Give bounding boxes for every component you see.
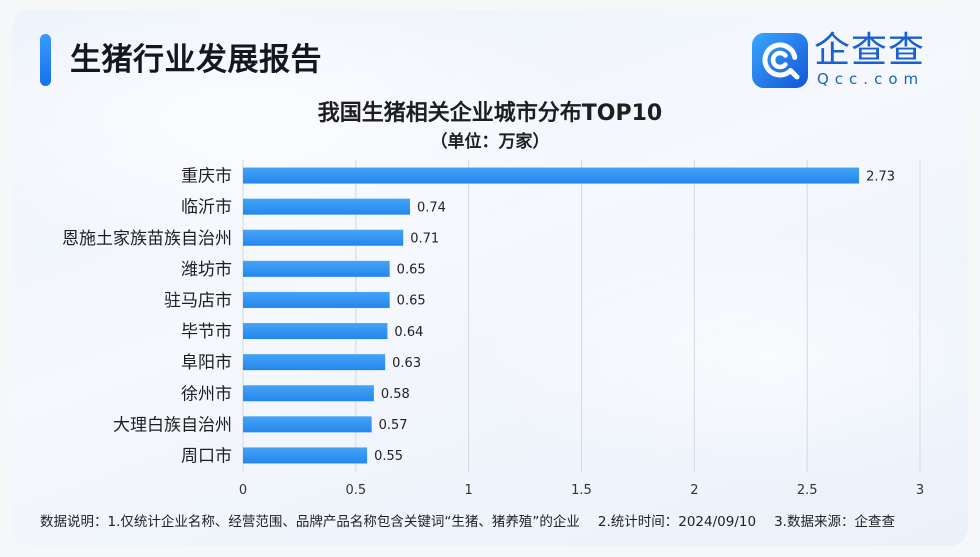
value-label: 0.65	[397, 263, 426, 278]
bar	[243, 354, 386, 371]
x-tick-label: 0.5	[345, 483, 366, 498]
x-tick-label: 1.5	[571, 483, 592, 498]
bar	[243, 167, 860, 184]
chart-subtitle: （单位：万家）	[430, 132, 550, 152]
category-label: 大理白族自治州	[113, 415, 232, 435]
x-axis: 0 0.5 1 1.5 2 2.5 3	[239, 483, 924, 498]
value-label: 0.74	[417, 200, 446, 215]
x-tick-label: 1	[465, 483, 473, 498]
bar	[243, 198, 410, 215]
footer-label: 数据说明：	[40, 514, 108, 530]
value-label: 0.71	[410, 231, 439, 246]
category-label: 临沂市	[181, 198, 232, 218]
bar	[243, 416, 372, 433]
category-label: 毕节市	[181, 322, 232, 342]
bar	[243, 291, 390, 308]
category-label: 周口市	[181, 446, 232, 466]
x-tick-label: 2	[690, 483, 698, 498]
footer-item: 2.统计时间：2024/09/10	[597, 514, 757, 530]
bars	[243, 167, 860, 464]
category-label: 重庆市	[181, 167, 232, 187]
logo-domain: Qcc.com	[817, 70, 925, 88]
bar	[243, 260, 390, 277]
category-label: 徐州市	[181, 384, 232, 404]
logo-name: 企查查	[814, 30, 926, 71]
category-label: 恩施土家族苗族自治州	[62, 229, 232, 249]
x-tick-label: 2.5	[797, 483, 818, 498]
value-labels: 2.73 0.74 0.71 0.65 0.65 0.64 0.63 0.58 0.57 0.55	[374, 169, 895, 464]
x-tick-label: 3	[916, 483, 924, 498]
category-label: 阜阳市	[181, 353, 232, 373]
footer-item: 1.仅统计企业名称、经营范围、品牌产品名称包含关键词“生猪、猪养殖”的企业	[107, 514, 580, 530]
bar	[243, 323, 388, 340]
page-title: 生猪行业发展报告	[70, 42, 322, 78]
value-label: 0.57	[379, 418, 408, 433]
bar	[243, 385, 374, 402]
value-label: 0.64	[394, 325, 423, 340]
chart-title: 我国生猪相关企业城市分布TOP10	[317, 101, 663, 126]
value-label: 0.65	[397, 294, 426, 309]
category-labels: 重庆市临沂市恩施土家族苗族自治州潍坊市驻马店市毕节市阜阳市徐州市大理白族自治州周…	[62, 167, 232, 467]
bar	[243, 447, 368, 464]
value-label: 2.73	[866, 169, 895, 184]
footer-item: 3.数据来源：企查查	[774, 514, 895, 530]
value-label: 0.55	[374, 449, 403, 464]
report-card	[12, 10, 968, 546]
value-label: 0.58	[381, 387, 410, 402]
category-label: 潍坊市	[181, 260, 232, 280]
qcc-logo-icon	[752, 33, 808, 88]
x-tick-label: 0	[239, 483, 247, 498]
category-label: 驻马店市	[164, 291, 232, 311]
value-label: 0.63	[392, 356, 421, 371]
bar	[243, 229, 404, 246]
title-accent-bar	[40, 34, 51, 86]
footer-note: 数据说明： 1.仅统计企业名称、经营范围、品牌产品名称包含关键词“生猪、猪养殖”…	[40, 512, 895, 532]
